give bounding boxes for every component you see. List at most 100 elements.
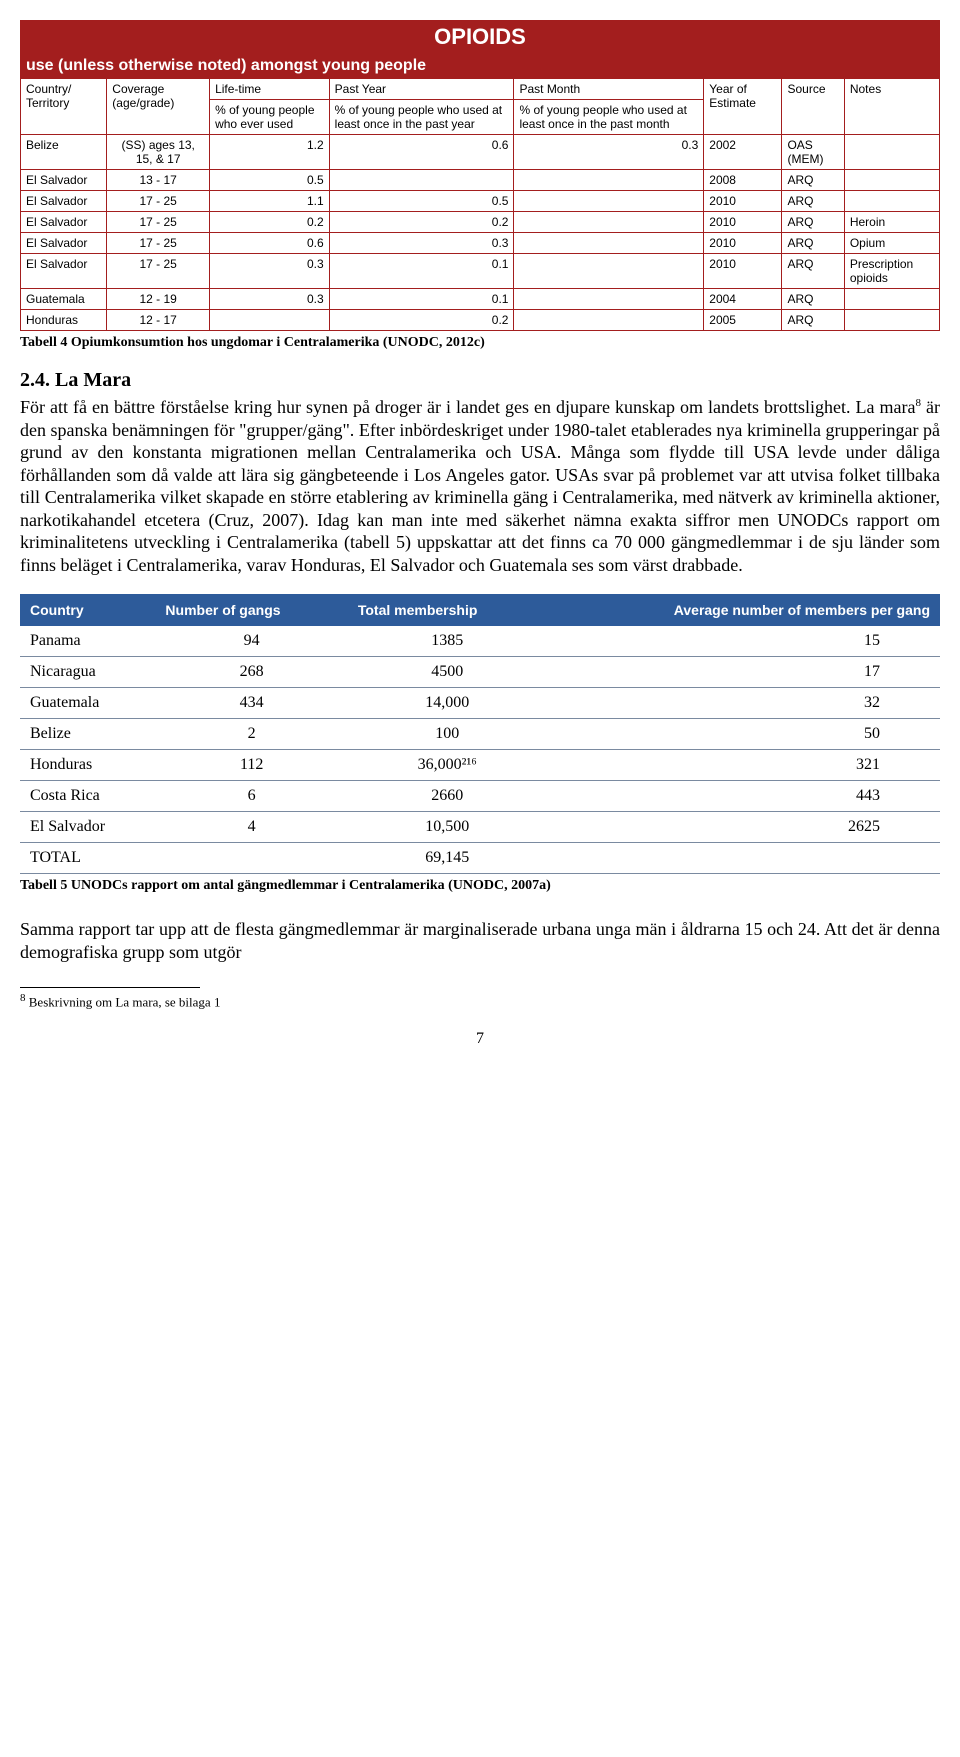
table-cell [514, 233, 704, 254]
table-cell: 268 [155, 657, 347, 688]
table-cell: 2 [155, 719, 347, 750]
grp-pastyear: Past Year [329, 79, 514, 100]
table-row: El Salvador410,5002625 [20, 812, 940, 843]
table-cell [514, 289, 704, 310]
table-cell: Guatemala [21, 289, 107, 310]
table-row: Panama94138515 [20, 626, 940, 657]
table-cell [210, 310, 330, 331]
table-row: El Salvador13 - 170.52008ARQ [21, 170, 940, 191]
table-row: Nicaragua268450017 [20, 657, 940, 688]
table-cell: 0.6 [210, 233, 330, 254]
t2-col-total: Total membership [348, 594, 547, 626]
page-number: 7 [20, 1030, 940, 1048]
table-cell: 0.2 [329, 310, 514, 331]
table-cell: 2002 [704, 135, 782, 170]
grp-pastmonth: Past Month [514, 79, 704, 100]
grp-lifetime: Life-time [210, 79, 330, 100]
table-cell: 321 [547, 750, 940, 781]
table-cell: TOTAL [20, 843, 155, 874]
section-number: 2.4. [20, 369, 50, 391]
table-row: El Salvador17 - 250.20.22010ARQHeroin [21, 212, 940, 233]
table-cell: El Salvador [21, 254, 107, 289]
table-cell: Honduras [21, 310, 107, 331]
table-cell: 2005 [704, 310, 782, 331]
table-cell: ARQ [782, 233, 844, 254]
table-row: Guatemala43414,00032 [20, 688, 940, 719]
footnote: 8 Beskrivning om La mara, se bilaga 1 [20, 992, 940, 1010]
table-cell: El Salvador [20, 812, 155, 843]
table-cell: 1385 [348, 626, 547, 657]
table-cell: ARQ [782, 191, 844, 212]
section-body: För att få en bättre förståelse kring hu… [20, 396, 940, 576]
table-cell [844, 289, 939, 310]
table-cell: 100 [348, 719, 547, 750]
table-cell: 17 - 25 [107, 233, 210, 254]
table-cell [514, 191, 704, 212]
table-row: El Salvador17 - 250.60.32010ARQOpium [21, 233, 940, 254]
table-cell: Prescription opioids [844, 254, 939, 289]
gangs-table: Country Number of gangs Total membership… [20, 594, 940, 874]
table-cell: El Salvador [21, 233, 107, 254]
table-cell: 94 [155, 626, 347, 657]
table-cell: 1.1 [210, 191, 330, 212]
table-cell: 17 [547, 657, 940, 688]
table-cell: 0.5 [210, 170, 330, 191]
table-cell: Belize [21, 135, 107, 170]
table-cell: Nicaragua [20, 657, 155, 688]
table-cell: 32 [547, 688, 940, 719]
body-part2: är den spanska benämningen för "grupper/… [20, 397, 940, 575]
table-cell: 10,500 [348, 812, 547, 843]
table-cell [844, 135, 939, 170]
table-row: Belize210050 [20, 719, 940, 750]
table-cell [844, 170, 939, 191]
table-cell: 2004 [704, 289, 782, 310]
col-ever: % of young people who ever used [210, 100, 330, 135]
table-cell: 4 [155, 812, 347, 843]
table-cell [514, 170, 704, 191]
footnote-text: Beskrivning om La mara, se bilaga 1 [26, 994, 221, 1009]
table-cell: OAS (MEM) [782, 135, 844, 170]
table-cell [514, 212, 704, 233]
table-cell: ARQ [782, 212, 844, 233]
table-cell: 50 [547, 719, 940, 750]
table-row: El Salvador17 - 251.10.52010ARQ [21, 191, 940, 212]
table-cell: 6 [155, 781, 347, 812]
body-part1: För att få en bättre förståelse kring hu… [20, 397, 916, 417]
table-cell: Panama [20, 626, 155, 657]
table-cell: (SS) ages 13, 15, & 17 [107, 135, 210, 170]
table-cell: 2010 [704, 254, 782, 289]
col-notes: Notes [844, 79, 939, 135]
table-cell: 2008 [704, 170, 782, 191]
table-cell: Guatemala [20, 688, 155, 719]
section-title-text: La Mara [55, 369, 131, 391]
table-cell: 2010 [704, 212, 782, 233]
table-cell [514, 254, 704, 289]
table-row: TOTAL69,145 [20, 843, 940, 874]
table-cell: 0.3 [210, 254, 330, 289]
table-cell: 0.5 [329, 191, 514, 212]
table-cell: 17 - 25 [107, 254, 210, 289]
table-cell: Honduras [20, 750, 155, 781]
table-cell: 443 [547, 781, 940, 812]
table-cell: Costa Rica [20, 781, 155, 812]
t2-col-country: Country [20, 594, 155, 626]
section-heading: 2.4. La Mara [20, 369, 940, 392]
table-cell: 0.1 [329, 289, 514, 310]
table-cell: Belize [20, 719, 155, 750]
table-cell: 15 [547, 626, 940, 657]
opioids-subtitle: use (unless otherwise noted) amongst you… [21, 54, 940, 79]
table-cell: 2660 [348, 781, 547, 812]
table-cell: Opium [844, 233, 939, 254]
col-country: Country/ Territory [21, 79, 107, 135]
col-year: Year of Estimate [704, 79, 782, 135]
table-cell: El Salvador [21, 170, 107, 191]
table-cell: 434 [155, 688, 347, 719]
table-cell: 14,000 [348, 688, 547, 719]
table-cell: 0.3 [514, 135, 704, 170]
table-cell: 36,000²¹⁶ [348, 750, 547, 781]
table-cell: ARQ [782, 254, 844, 289]
table-cell: 4500 [348, 657, 547, 688]
opioids-table: OPIOIDS use (unless otherwise noted) amo… [20, 20, 940, 331]
table-cell: 12 - 19 [107, 289, 210, 310]
opioids-title: OPIOIDS [21, 21, 940, 54]
